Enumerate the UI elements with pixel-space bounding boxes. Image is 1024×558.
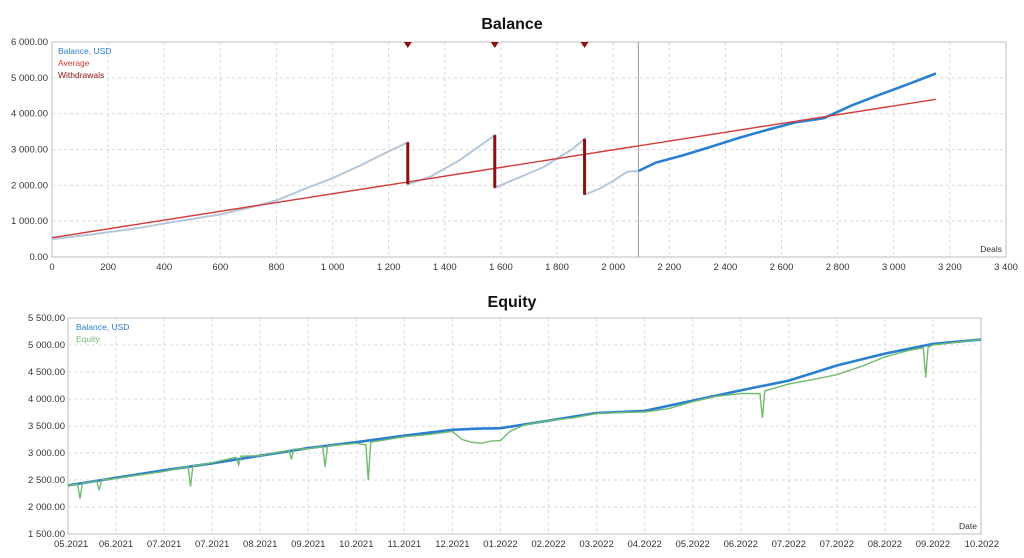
balance-x-tick-label: 3 400 bbox=[994, 262, 1018, 273]
balance-x-axis-name: Deals bbox=[980, 244, 1002, 254]
equity-y-tick-label: 2 000.00 bbox=[28, 502, 65, 513]
balance-x-tick-label: 200 bbox=[100, 262, 116, 273]
withdrawal-marker bbox=[403, 42, 412, 48]
balance-y-tick-label: 3 000.00 bbox=[11, 145, 48, 156]
equity-x-tick-label: 08.2021 bbox=[243, 539, 277, 550]
equity-x-tick-label: 06.2022 bbox=[724, 539, 758, 550]
balance-x-tick-label: 400 bbox=[156, 262, 172, 273]
equity-y-tick-label: 1 500.00 bbox=[28, 529, 65, 540]
equity-x-tick-label: 08.2022 bbox=[868, 539, 902, 550]
balance-y-tick-label: 0.00 bbox=[30, 252, 49, 263]
balance-line-out-of-sample bbox=[637, 72, 937, 173]
equity-y-tick-label: 5 500.00 bbox=[28, 313, 65, 324]
balance-y-tick-label: 5 000.00 bbox=[11, 73, 48, 84]
balance-x-tick-label: 2 800 bbox=[826, 262, 850, 273]
balance-x-tick-label: 1 600 bbox=[489, 262, 513, 273]
equity-y-tick-label: 2 500.00 bbox=[28, 475, 65, 486]
balance-x-tick-label: 1 000 bbox=[321, 262, 345, 273]
balance-x-tick-label: 2 200 bbox=[657, 262, 681, 273]
balance-y-tick-label: 6 000.00 bbox=[11, 37, 48, 48]
balance-x-tick-label: 3 200 bbox=[938, 262, 962, 273]
equity-x-axis-name: Date bbox=[959, 521, 977, 531]
equity-x-tick-label: 10.2021 bbox=[339, 539, 373, 550]
equity-legend-equity: Equity bbox=[76, 334, 100, 344]
equity-legend-balance: Balance, USD bbox=[76, 322, 129, 332]
equity-x-tick-label: 07.2021 bbox=[147, 539, 181, 550]
equity-y-tick-label: 3 500.00 bbox=[28, 421, 65, 432]
equity-x-tick-label: 09.2021 bbox=[291, 539, 325, 550]
equity-x-tick-label: 06.2021 bbox=[99, 539, 133, 550]
balance-y-tick-label: 2 000.00 bbox=[11, 180, 48, 191]
equity-y-tick-label: 3 000.00 bbox=[28, 448, 65, 459]
balance-chart: 0 200 400 600 800 1 000 1 200 1 400 1 600 1 800 2 … bbox=[11, 37, 1018, 273]
balance-x-tick-label: 1 800 bbox=[545, 262, 569, 273]
equity-balance-line bbox=[67, 338, 982, 487]
balance-x-tick-label: 1 200 bbox=[377, 262, 401, 273]
balance-x-tick-label: 2 400 bbox=[714, 262, 738, 273]
balance-x-tick-label: 600 bbox=[212, 262, 228, 273]
equity-x-tick-label: 05.2021 bbox=[54, 539, 88, 550]
withdrawal-marker bbox=[580, 42, 589, 48]
equity-x-tick-label: 09.2022 bbox=[916, 539, 950, 550]
equity-chart-title: Equity bbox=[487, 294, 537, 311]
equity-x-tick-label: 07.2021 bbox=[195, 539, 229, 550]
balance-x-tick-label: 2 000 bbox=[601, 262, 625, 273]
balance-x-tick-label: 0 bbox=[49, 262, 54, 273]
equity-line bbox=[67, 338, 982, 500]
balance-x-tick-label: 3 000 bbox=[882, 262, 906, 273]
equity-x-tick-label: 07.2022 bbox=[772, 539, 806, 550]
equity-x-tick-label: 03.2022 bbox=[579, 539, 613, 550]
equity-y-tick-label: 5 000.00 bbox=[28, 340, 65, 351]
equity-x-tick-label: 11.2021 bbox=[388, 539, 422, 550]
balance-x-tick-label: 2 600 bbox=[770, 262, 794, 273]
balance-legend-average: Average bbox=[58, 58, 90, 68]
equity-x-tick-label: 02.2022 bbox=[531, 539, 565, 550]
equity-x-tick-label: 01.2022 bbox=[483, 539, 517, 550]
equity-y-tick-label: 4 500.00 bbox=[28, 367, 65, 378]
equity-x-tick-label: 10.2022 bbox=[965, 539, 999, 550]
balance-y-tick-label: 1 000.00 bbox=[11, 216, 48, 227]
equity-y-tick-label: 4 000.00 bbox=[28, 394, 65, 405]
equity-x-tick-label: 12.2021 bbox=[435, 539, 469, 550]
withdrawal-marker bbox=[490, 42, 499, 48]
equity-x-tick-label: 04.2022 bbox=[627, 539, 661, 550]
equity-x-tick-label: 07.2022 bbox=[820, 539, 854, 550]
balance-y-tick-label: 4 000.00 bbox=[11, 109, 48, 120]
balance-x-tick-label: 1 400 bbox=[433, 262, 457, 273]
balance-legend-withdrawals: Withdrawals bbox=[58, 70, 104, 80]
equity-chart: 05.2021 06.2021 07.2021 07.2021 08.2021 09.20… bbox=[28, 313, 999, 550]
balance-chart-title: Balance bbox=[481, 16, 543, 33]
balance-legend-balance: Balance, USD bbox=[58, 46, 111, 56]
equity-x-tick-label: 05.2022 bbox=[676, 539, 710, 550]
balance-x-tick-label: 800 bbox=[269, 262, 285, 273]
